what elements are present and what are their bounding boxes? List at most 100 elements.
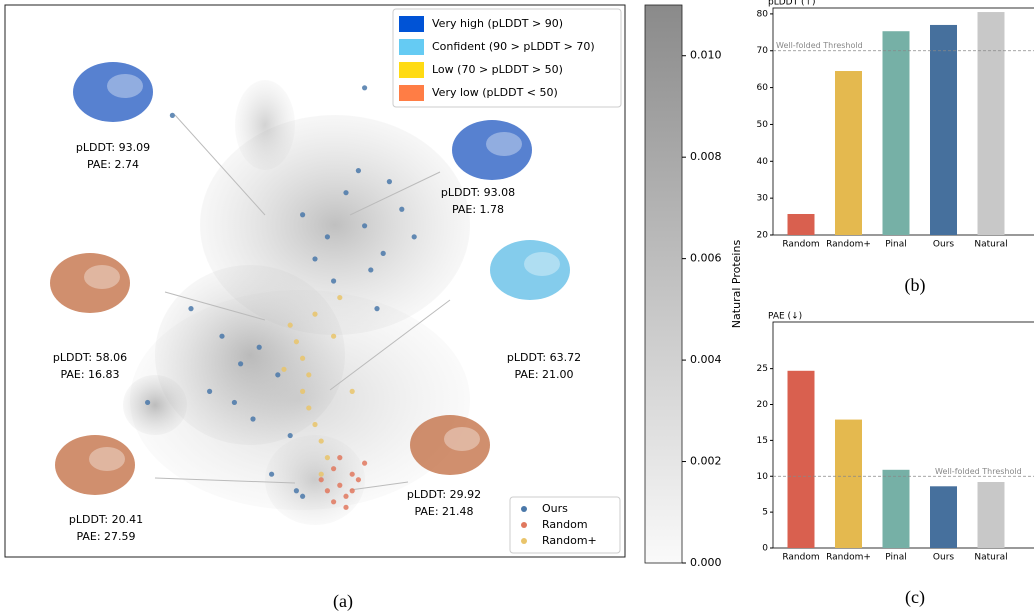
scatter-point (250, 416, 256, 422)
scatter-point (368, 267, 374, 273)
scatter-point (374, 306, 380, 312)
legend-swatch (399, 85, 424, 101)
y-tick-label: 25 (757, 364, 768, 374)
annotation-pae: PAE: 21.00 (514, 368, 573, 381)
y-tick-label: 10 (757, 472, 769, 482)
protein-structure (55, 435, 135, 495)
y-tick-label: 5 (762, 508, 768, 518)
scatter-point (337, 482, 343, 488)
colorbar-tick-label: 0.002 (690, 455, 722, 468)
scatter-point (300, 355, 306, 361)
annotation-plddt: pLDDT: 93.08 (441, 186, 515, 199)
scatter-point (293, 339, 299, 345)
bar (930, 24, 957, 236)
x-tick-label: Pinal (885, 553, 906, 563)
scatter-point (287, 432, 293, 439)
leader-line (349, 171, 441, 216)
scatter-point (318, 477, 324, 483)
scatter-point (331, 499, 337, 505)
legend-label: Very high (pLDDT > 90) (432, 17, 563, 30)
legend-marker (521, 522, 527, 528)
y-tick-label: 80 (757, 9, 769, 19)
scatter-point (324, 455, 330, 461)
bar (787, 213, 815, 235)
scatter-point (349, 388, 355, 394)
y-axis-label: PAE (↓) (768, 312, 802, 322)
scatter-point (324, 234, 330, 240)
bar (835, 71, 862, 235)
scatter-point (331, 466, 337, 472)
legend-label: Low (70 > pLDDT > 50) (432, 63, 563, 76)
series-legend (509, 496, 621, 554)
protein-structure (490, 240, 570, 300)
caption: (a) (333, 591, 353, 612)
x-tick-label: Pinal (885, 240, 906, 250)
scatter-point (306, 372, 312, 378)
protein-structure (410, 415, 490, 475)
scatter-point (362, 460, 368, 466)
protein-structure (107, 74, 143, 98)
legend-marker (521, 538, 527, 544)
scatter-point (411, 234, 417, 240)
colorbar-tick-label: 0.004 (690, 353, 722, 366)
scatter-point (275, 372, 281, 378)
protein-structure (524, 252, 560, 276)
legend-label: Random (542, 518, 588, 531)
bar (977, 12, 1005, 235)
bar (977, 481, 1005, 548)
leader-line (174, 114, 266, 216)
x-tick-label: Random+ (826, 240, 871, 250)
scatter-point (269, 471, 275, 477)
scatter-point (169, 112, 175, 118)
scatter-point (207, 388, 213, 394)
annotation-pae: PAE: 2.74 (87, 158, 139, 171)
x-tick-label: Random+ (826, 553, 871, 563)
x-tick-label: Natural (974, 240, 1007, 250)
legend-label: Confident (90 > pLDDT > 70) (432, 40, 595, 53)
leader-line (164, 291, 266, 321)
x-tick-label: Random (782, 240, 819, 250)
caption: (b) (905, 275, 926, 296)
bar (882, 469, 910, 548)
protein-structure (89, 447, 125, 471)
annotation-plddt: pLDDT: 29.92 (407, 488, 481, 501)
scatter-point (331, 333, 337, 339)
scatter-point (300, 388, 306, 394)
scatter-point (318, 471, 324, 477)
caption: (c) (905, 587, 925, 608)
protein-structure (73, 62, 153, 122)
scatter-point (331, 278, 337, 284)
scatter-point (293, 488, 299, 494)
legend-label: Very low (pLDDT < 50) (432, 86, 558, 99)
protein-structure (50, 253, 130, 313)
x-tick-label: Ours (933, 553, 954, 563)
scatter-point (349, 488, 355, 494)
bar (835, 419, 862, 548)
leader-line (349, 481, 409, 491)
x-tick-label: Ours (933, 240, 954, 250)
bar (930, 486, 957, 548)
y-tick-label: 30 (757, 194, 769, 204)
legend-swatch (399, 16, 424, 32)
annotation-plddt: pLDDT: 20.41 (69, 513, 143, 526)
annotation-pae: PAE: 21.48 (414, 505, 473, 518)
scatter-point (355, 168, 361, 174)
scatter-point (300, 212, 306, 218)
colorbar-tick-label: 0.006 (690, 252, 722, 265)
y-tick-label: 0 (762, 544, 768, 554)
y-tick-label: 60 (757, 83, 769, 93)
x-tick-label: Random (782, 553, 819, 563)
legend-swatch (399, 39, 424, 55)
threshold-label: Well-folded Threshold (935, 467, 1022, 476)
scatter-point (145, 399, 151, 406)
y-tick-label: 20 (757, 400, 769, 410)
scatter-point (355, 477, 361, 483)
colorbar-tick-label: 0.010 (690, 49, 722, 62)
y-tick-label: 40 (757, 157, 769, 167)
scatter-point (238, 361, 244, 367)
scatter-point (362, 85, 368, 91)
colorbar-label: Natural Proteins (730, 240, 743, 329)
leader-line (329, 299, 451, 391)
colorbar-tick-label: 0.008 (690, 150, 722, 163)
annotation-pae: PAE: 27.59 (76, 530, 135, 543)
